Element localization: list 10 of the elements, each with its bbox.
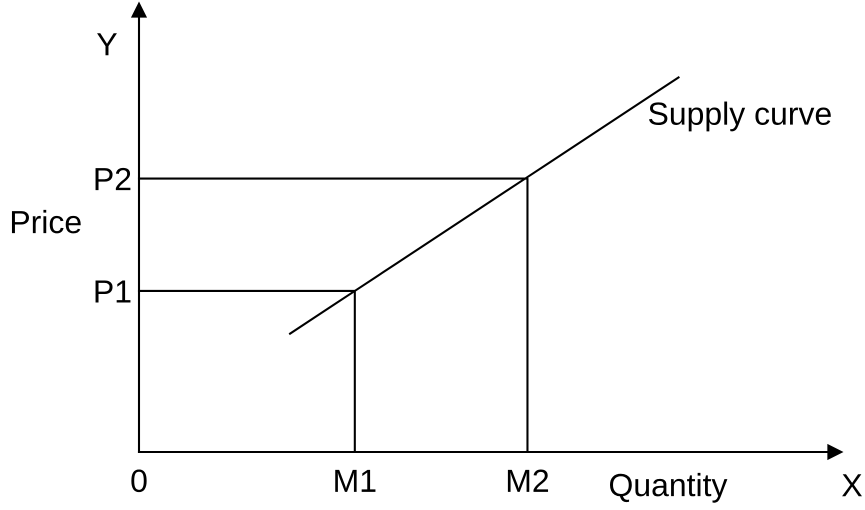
annotation: P2	[96, 168, 130, 190]
annotation: P1	[96, 280, 130, 303]
x-axis-title: Quantity	[610, 472, 728, 503]
series-label: Supply curve	[648, 102, 831, 132]
x-tick-label: M1	[335, 470, 376, 492]
text: Y	[97, 33, 117, 56]
y-axis-title: Price	[12, 210, 81, 234]
x-tick-label: 0	[131, 470, 147, 492]
text: X	[842, 474, 862, 496]
x-tick-label: M2	[508, 470, 548, 492]
